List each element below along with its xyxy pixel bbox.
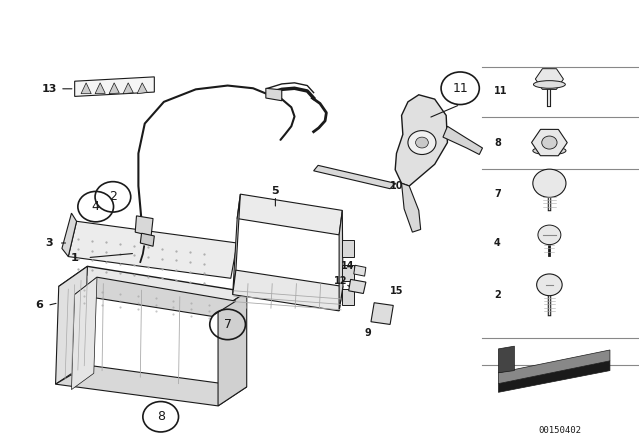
- Polygon shape: [135, 216, 153, 236]
- Polygon shape: [56, 267, 88, 384]
- Bar: [342, 289, 354, 306]
- Text: 8: 8: [157, 410, 164, 423]
- Ellipse shape: [533, 146, 566, 155]
- Polygon shape: [339, 211, 343, 311]
- Polygon shape: [123, 83, 133, 94]
- Text: 2: 2: [109, 190, 117, 203]
- Circle shape: [541, 136, 557, 149]
- Polygon shape: [395, 95, 447, 186]
- Ellipse shape: [534, 81, 565, 88]
- Text: 7: 7: [223, 318, 232, 331]
- Text: 11: 11: [452, 82, 468, 95]
- Polygon shape: [75, 77, 154, 96]
- Text: 13: 13: [42, 84, 57, 94]
- Text: 4: 4: [92, 200, 100, 213]
- Text: 1: 1: [71, 253, 79, 263]
- Bar: [342, 240, 354, 257]
- Polygon shape: [233, 194, 241, 295]
- Circle shape: [538, 225, 561, 245]
- Circle shape: [415, 137, 428, 148]
- Polygon shape: [266, 88, 282, 101]
- Polygon shape: [140, 233, 154, 246]
- Text: 7: 7: [494, 189, 500, 199]
- Circle shape: [408, 131, 436, 155]
- Text: 00150402: 00150402: [539, 426, 582, 435]
- Text: 9: 9: [364, 327, 371, 338]
- Text: 6: 6: [36, 301, 44, 310]
- Circle shape: [537, 274, 562, 296]
- Text: 10: 10: [390, 181, 403, 191]
- Bar: [342, 265, 354, 281]
- Polygon shape: [137, 83, 147, 94]
- Polygon shape: [443, 126, 483, 155]
- Polygon shape: [233, 270, 343, 311]
- Polygon shape: [499, 361, 610, 392]
- Text: 11: 11: [494, 86, 508, 96]
- Polygon shape: [314, 165, 395, 189]
- Polygon shape: [499, 350, 610, 383]
- Text: 15: 15: [390, 286, 403, 296]
- Polygon shape: [59, 267, 246, 311]
- Text: 3: 3: [45, 238, 53, 248]
- Polygon shape: [62, 213, 77, 257]
- Circle shape: [533, 169, 566, 198]
- Polygon shape: [81, 83, 92, 94]
- Text: 14: 14: [340, 261, 354, 271]
- Polygon shape: [218, 292, 246, 406]
- Polygon shape: [237, 194, 342, 235]
- Text: 2: 2: [494, 289, 500, 300]
- Text: 12: 12: [334, 276, 348, 286]
- Polygon shape: [56, 365, 246, 406]
- Polygon shape: [354, 265, 366, 276]
- Text: 5: 5: [271, 186, 279, 196]
- Text: 4: 4: [494, 238, 500, 248]
- Polygon shape: [72, 277, 97, 390]
- Polygon shape: [499, 346, 515, 373]
- Polygon shape: [109, 83, 119, 94]
- Polygon shape: [371, 303, 394, 324]
- Polygon shape: [401, 183, 420, 232]
- Polygon shape: [95, 83, 105, 94]
- Polygon shape: [68, 221, 237, 278]
- Text: 8: 8: [494, 138, 501, 147]
- Polygon shape: [349, 280, 366, 293]
- Polygon shape: [75, 277, 236, 316]
